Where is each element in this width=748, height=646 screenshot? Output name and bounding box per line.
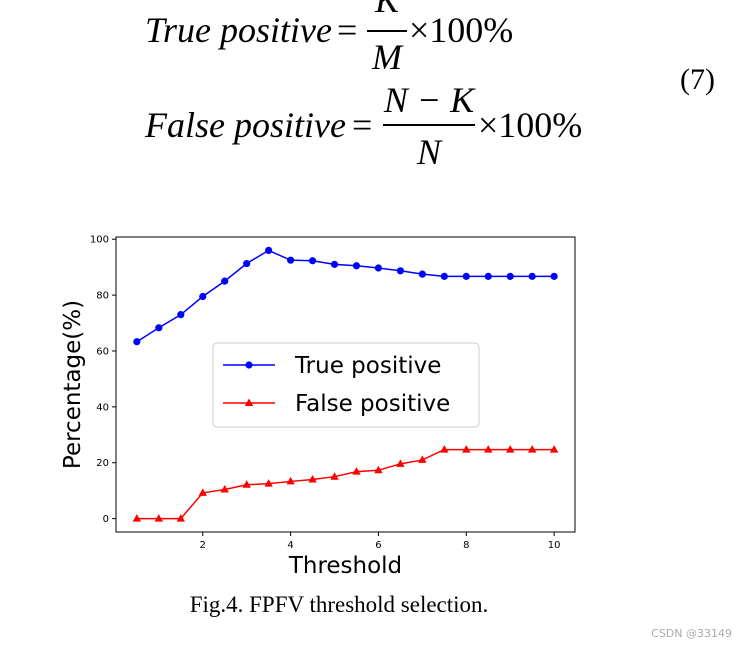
x-tick-label: 10: [548, 540, 561, 551]
y-tick-label: 40: [96, 402, 109, 413]
series-line: [136, 448, 555, 520]
data-point: [330, 472, 339, 480]
legend-marker: [245, 361, 253, 369]
data-point: [199, 292, 207, 301]
data-point: [484, 272, 492, 280]
data-point: [176, 514, 185, 522]
data-point: [132, 514, 142, 522]
equation-numerator: K: [374, 0, 401, 20]
data-point: [154, 514, 164, 522]
x-axis-label: Threshold: [288, 553, 402, 579]
data-point: [550, 272, 558, 280]
plot-frame: [115, 236, 576, 533]
data-point: [440, 445, 449, 453]
data-point: [374, 465, 383, 474]
data-point: [198, 488, 207, 496]
equation-operator: =: [337, 10, 357, 50]
figure-caption: Fig.4. FPFV threshold selection.: [190, 592, 489, 617]
y-tick-label: 80: [96, 291, 109, 302]
equation-lhs: False positive: [144, 105, 346, 145]
data-point: [506, 445, 515, 453]
data-point: [264, 479, 273, 487]
data-point: [528, 272, 536, 280]
x-tick-label: 4: [287, 540, 293, 551]
data-point: [221, 277, 229, 285]
data-point: [440, 272, 448, 280]
legend-label: False positive: [295, 391, 450, 417]
chart: 0 20 40 60 80 100 2 4 6 8 10 Threshold Percentage(%)…: [60, 235, 576, 579]
equation-denominator: N: [416, 132, 443, 172]
equation-factor: ×100%: [409, 10, 513, 50]
data-point: [549, 445, 559, 453]
x-tick-label: 2: [200, 540, 206, 551]
legend: True positive False positive: [212, 342, 480, 428]
equation-denominator: M: [371, 37, 404, 77]
equation-factor: ×100%: [478, 105, 582, 145]
data-point: [265, 246, 273, 255]
data-point: [462, 272, 470, 280]
data-point: [352, 262, 361, 270]
equation-numerator: N − K: [383, 80, 476, 120]
data-point: [352, 467, 361, 475]
y-tick-label: 60: [96, 346, 109, 357]
y-axis-label: Percentage(%): [60, 300, 86, 469]
data-point: [396, 267, 405, 275]
watermark: CSDN @33149: [651, 627, 732, 640]
data-point: [506, 272, 514, 280]
data-point: [243, 259, 251, 268]
data-point: [374, 264, 383, 272]
data-point: [220, 485, 229, 493]
data-point: [286, 256, 295, 264]
x-tick-label: 6: [375, 540, 381, 551]
series-line: [136, 249, 555, 343]
y-tick-label: 0: [103, 514, 109, 525]
data-point: [155, 324, 163, 332]
data-point: [418, 455, 427, 463]
equation-lhs: True positive: [145, 10, 332, 50]
data-point: [308, 257, 317, 265]
data-point: [308, 474, 317, 483]
y-tick-label: 100: [90, 235, 109, 246]
data-point: [177, 311, 185, 319]
data-point: [462, 445, 471, 453]
y-tick-label: 20: [96, 458, 109, 469]
equation-number: (7): [680, 63, 715, 96]
legend-marker: [244, 398, 254, 406]
legend-box: [212, 342, 480, 428]
data-point: [418, 270, 426, 278]
legend-label: True positive: [294, 353, 441, 379]
data-point: [484, 445, 493, 453]
x-tick-label: 8: [463, 540, 469, 551]
data-point: [330, 260, 339, 268]
data-point: [242, 480, 251, 488]
data-point: [286, 476, 295, 485]
data-point: [527, 445, 537, 453]
data-point: [133, 338, 141, 346]
data-point: [396, 459, 405, 467]
equation-operator: =: [352, 105, 372, 145]
